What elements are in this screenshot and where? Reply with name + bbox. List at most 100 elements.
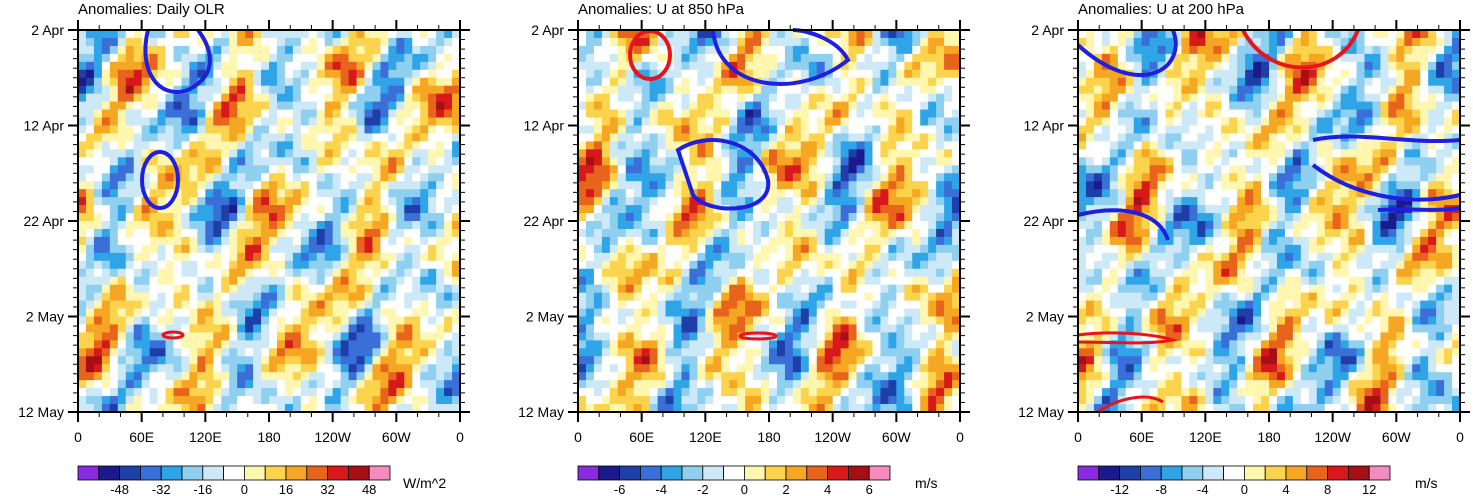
heatmap-cell (800, 141, 810, 150)
heatmap-cell (412, 340, 421, 349)
heatmap-cell (673, 93, 683, 103)
heatmap-cell (928, 356, 937, 365)
heatmap-cell (109, 356, 119, 365)
heatmap-cell (93, 205, 103, 214)
heatmap-cell (872, 117, 882, 127)
heatmap-cell (745, 197, 754, 206)
heatmap-cell (872, 244, 882, 254)
heatmap-cell (316, 141, 326, 150)
heatmap-cell (229, 30, 238, 39)
heatmap-cell (792, 284, 802, 294)
heatmap-cell (229, 125, 238, 135)
heatmap-cell (292, 101, 302, 111)
heatmap-cell (324, 236, 334, 246)
heatmap-cell (776, 85, 786, 95)
heatmap-cell (205, 30, 214, 39)
heatmap-cell (689, 101, 698, 111)
heatmap-cell (617, 45, 627, 55)
heatmap-cell (261, 93, 270, 103)
heatmap-cell (928, 308, 937, 318)
heatmap-cell (356, 189, 366, 198)
heatmap-cell (300, 228, 310, 238)
heatmap-cell (792, 165, 802, 174)
heatmap-cell (165, 228, 175, 238)
heatmap-cell (721, 93, 730, 103)
heatmap-cell (593, 141, 603, 150)
heatmap-cell (316, 228, 326, 238)
colorbar-units: W/m^2 (403, 475, 446, 491)
heatmap-cell (673, 141, 683, 150)
heatmap-cell (729, 228, 738, 238)
heatmap-cell (117, 300, 127, 310)
heatmap-cell (324, 141, 334, 150)
heatmap-cell (269, 268, 278, 278)
heatmap-cell (101, 213, 111, 222)
heatmap-cell (800, 213, 810, 222)
heatmap-cell (952, 53, 961, 63)
heatmap-cell (641, 340, 651, 349)
heatmap-cell (625, 117, 635, 127)
heatmap-cell (276, 268, 286, 278)
heatmap-cell (776, 268, 786, 278)
heatmap-cell (578, 388, 587, 397)
heatmap-cell (436, 300, 445, 310)
heatmap-cell (625, 181, 635, 190)
heatmap-cell (792, 388, 802, 397)
heatmap-cell (737, 125, 746, 135)
heatmap-cell (657, 268, 667, 278)
heatmap-cell (872, 228, 882, 238)
heatmap-cell (348, 372, 358, 381)
heatmap-cell (269, 37, 278, 47)
heatmap-cell (380, 396, 389, 405)
heatmap-cell (85, 165, 95, 174)
heatmap-cell (776, 53, 786, 63)
heatmap-cell (769, 340, 778, 349)
heatmap-cell (276, 340, 286, 349)
heatmap-cell (149, 117, 159, 127)
heatmap-cell (356, 300, 366, 310)
heatmap-cell (944, 117, 953, 127)
heatmap-cell (856, 165, 866, 174)
heatmap-cell (697, 284, 706, 294)
heatmap-cell (316, 205, 326, 214)
heatmap-cell (109, 300, 119, 310)
heatmap-cell (609, 308, 619, 318)
heatmap-cell (436, 404, 445, 413)
heatmap-cell (253, 53, 262, 63)
heatmap-cell (928, 173, 937, 182)
heatmap-cell (149, 332, 159, 341)
heatmap-cell (769, 109, 778, 119)
heatmap-cell (356, 396, 366, 405)
heatmap-cell (753, 205, 762, 214)
heatmap-cell (452, 276, 461, 286)
heatmap-cell (396, 284, 405, 294)
heatmap-cell (649, 356, 659, 365)
heatmap-cell (205, 93, 214, 103)
heatmap-cell (776, 109, 786, 119)
heatmap-cell (856, 181, 866, 190)
heatmap-cell (340, 141, 350, 150)
heatmap-cell (157, 396, 167, 405)
heatmap-cell (420, 109, 429, 119)
heatmap-cell (420, 228, 429, 238)
heatmap-cell (157, 364, 167, 373)
heatmap-cell (189, 109, 198, 119)
heatmap-cell (721, 109, 730, 119)
heatmap-cell (340, 173, 350, 182)
heatmap-cell (444, 396, 453, 405)
colorbar-label: 16 (279, 482, 293, 496)
heatmap-cell (420, 364, 429, 373)
heatmap-cell (141, 173, 151, 182)
heatmap-cell (245, 244, 254, 254)
heatmap-cell (388, 268, 397, 278)
heatmap-cell (729, 380, 738, 389)
heatmap-cell (657, 348, 667, 357)
heatmap-cell (880, 125, 889, 135)
heatmap-cell (253, 340, 262, 349)
heatmap-cell (824, 380, 834, 389)
heatmap-cell (593, 213, 603, 222)
heatmap-cell (753, 356, 762, 365)
x-tick-label: 0 (574, 429, 582, 445)
heatmap-cell (292, 308, 302, 318)
heatmap-cell (808, 125, 818, 135)
